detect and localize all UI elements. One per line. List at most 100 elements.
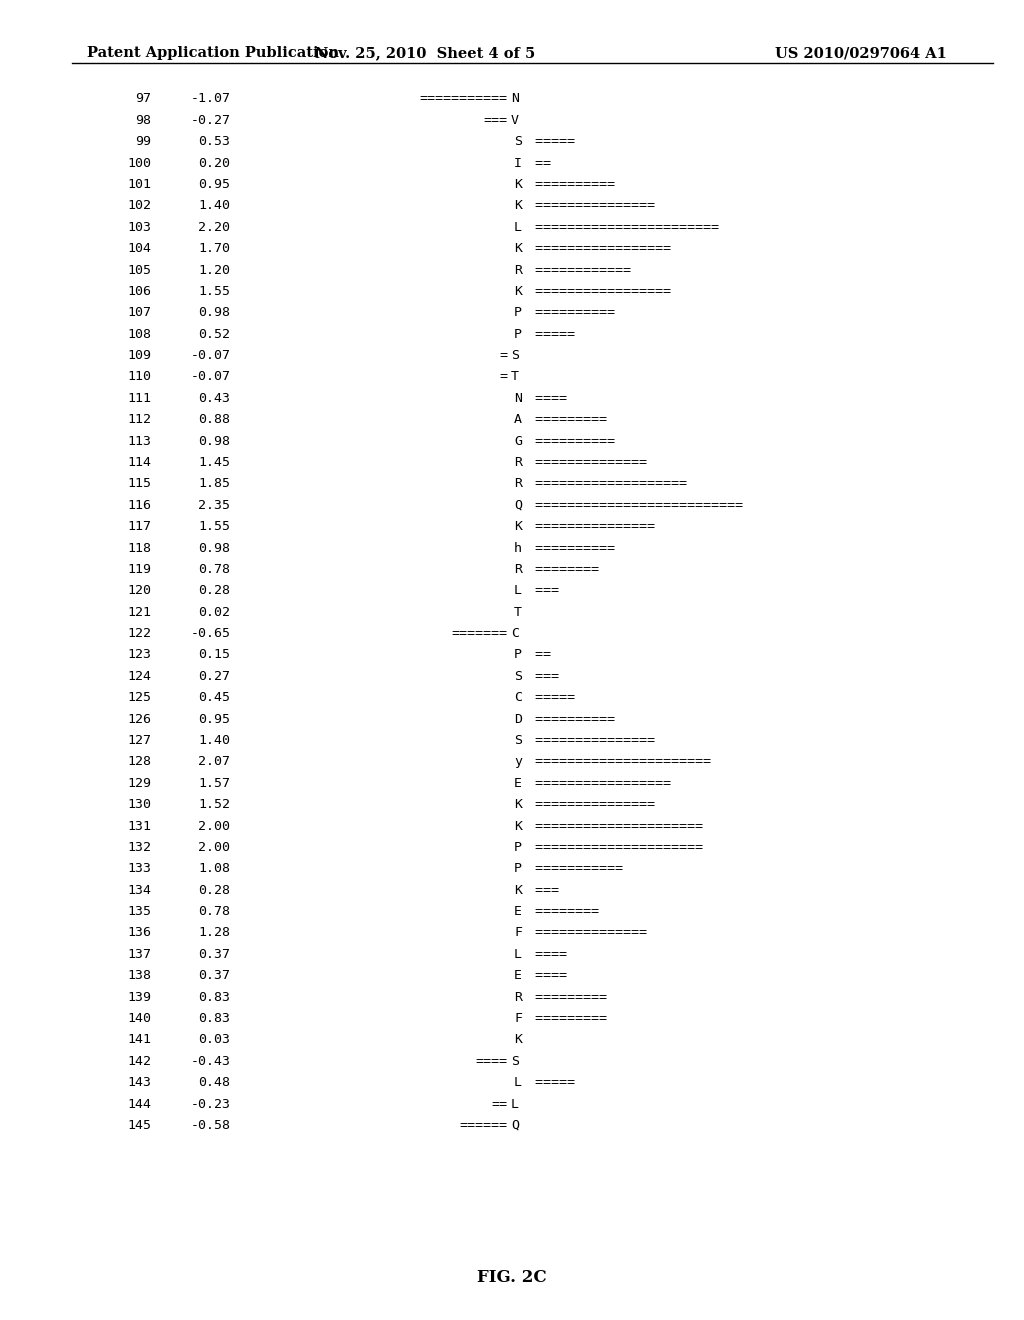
Text: 135: 135 (128, 906, 152, 919)
Text: 124: 124 (128, 669, 152, 682)
Text: P: P (514, 841, 522, 854)
Text: R: R (514, 990, 522, 1003)
Text: =================: ================= (527, 242, 672, 255)
Text: K: K (514, 178, 522, 191)
Text: 126: 126 (128, 713, 152, 726)
Text: 108: 108 (128, 327, 152, 341)
Text: 0.98: 0.98 (199, 306, 230, 319)
Text: L: L (511, 1097, 519, 1110)
Text: 138: 138 (128, 969, 152, 982)
Text: =========: ========= (527, 413, 607, 426)
Text: 2.35: 2.35 (199, 499, 230, 512)
Text: ====: ==== (527, 969, 567, 982)
Text: 0.43: 0.43 (199, 392, 230, 405)
Text: E: E (514, 906, 522, 919)
Text: =========: ========= (527, 990, 607, 1003)
Text: D: D (514, 713, 522, 726)
Text: -0.23: -0.23 (190, 1097, 230, 1110)
Text: 1.52: 1.52 (199, 799, 230, 812)
Text: 0.15: 0.15 (199, 648, 230, 661)
Text: S: S (514, 669, 522, 682)
Text: P: P (514, 648, 522, 661)
Text: K: K (514, 799, 522, 812)
Text: 0.28: 0.28 (199, 585, 230, 598)
Text: 131: 131 (128, 820, 152, 833)
Text: 104: 104 (128, 242, 152, 255)
Text: 115: 115 (128, 478, 152, 491)
Text: 0.83: 0.83 (199, 990, 230, 1003)
Text: 1.45: 1.45 (199, 455, 230, 469)
Text: 101: 101 (128, 178, 152, 191)
Text: N: N (511, 92, 519, 106)
Text: ========: ======== (527, 906, 599, 919)
Text: ======: ====== (459, 1119, 507, 1133)
Text: K: K (514, 285, 522, 298)
Text: ====: ==== (527, 948, 567, 961)
Text: ===============: =============== (527, 734, 655, 747)
Text: 1.57: 1.57 (199, 776, 230, 789)
Text: 0.53: 0.53 (199, 135, 230, 148)
Text: 113: 113 (128, 434, 152, 447)
Text: -0.58: -0.58 (190, 1119, 230, 1133)
Text: A: A (514, 413, 522, 426)
Text: ===================: =================== (527, 478, 687, 491)
Text: =========: ========= (527, 1012, 607, 1026)
Text: =: = (499, 371, 507, 384)
Text: Patent Application Publication: Patent Application Publication (87, 46, 339, 61)
Text: 122: 122 (128, 627, 152, 640)
Text: 120: 120 (128, 585, 152, 598)
Text: -0.07: -0.07 (190, 348, 230, 362)
Text: R: R (514, 562, 522, 576)
Text: ==========: ========== (527, 306, 615, 319)
Text: 125: 125 (128, 692, 152, 705)
Text: 102: 102 (128, 199, 152, 213)
Text: ========: ======== (527, 562, 599, 576)
Text: F: F (514, 1012, 522, 1026)
Text: ==: == (527, 157, 551, 170)
Text: =====================: ===================== (527, 841, 703, 854)
Text: ==============: ============== (527, 927, 647, 940)
Text: 1.70: 1.70 (199, 242, 230, 255)
Text: 144: 144 (128, 1097, 152, 1110)
Text: ===: === (483, 114, 507, 127)
Text: 133: 133 (128, 862, 152, 875)
Text: 127: 127 (128, 734, 152, 747)
Text: 1.40: 1.40 (199, 199, 230, 213)
Text: -0.07: -0.07 (190, 371, 230, 384)
Text: 142: 142 (128, 1055, 152, 1068)
Text: 0.98: 0.98 (199, 541, 230, 554)
Text: R: R (514, 264, 522, 277)
Text: 0.95: 0.95 (199, 713, 230, 726)
Text: -0.27: -0.27 (190, 114, 230, 127)
Text: P: P (514, 306, 522, 319)
Text: K: K (514, 199, 522, 213)
Text: 98: 98 (135, 114, 152, 127)
Text: =====: ===== (527, 692, 575, 705)
Text: ==========: ========== (527, 713, 615, 726)
Text: 0.03: 0.03 (199, 1034, 230, 1047)
Text: 1.20: 1.20 (199, 264, 230, 277)
Text: S: S (511, 348, 519, 362)
Text: =====: ===== (527, 135, 575, 148)
Text: 105: 105 (128, 264, 152, 277)
Text: 0.88: 0.88 (199, 413, 230, 426)
Text: 139: 139 (128, 990, 152, 1003)
Text: ===: === (527, 883, 559, 896)
Text: 2.20: 2.20 (199, 220, 230, 234)
Text: -0.65: -0.65 (190, 627, 230, 640)
Text: 137: 137 (128, 948, 152, 961)
Text: =: = (499, 348, 507, 362)
Text: R: R (514, 478, 522, 491)
Text: 116: 116 (128, 499, 152, 512)
Text: ==========: ========== (527, 178, 615, 191)
Text: ===============: =============== (527, 799, 655, 812)
Text: 0.02: 0.02 (199, 606, 230, 619)
Text: T: T (511, 371, 519, 384)
Text: L: L (514, 948, 522, 961)
Text: 111: 111 (128, 392, 152, 405)
Text: 0.37: 0.37 (199, 948, 230, 961)
Text: ============: ============ (527, 264, 632, 277)
Text: Nov. 25, 2010  Sheet 4 of 5: Nov. 25, 2010 Sheet 4 of 5 (314, 46, 536, 61)
Text: 1.85: 1.85 (199, 478, 230, 491)
Text: 2.07: 2.07 (199, 755, 230, 768)
